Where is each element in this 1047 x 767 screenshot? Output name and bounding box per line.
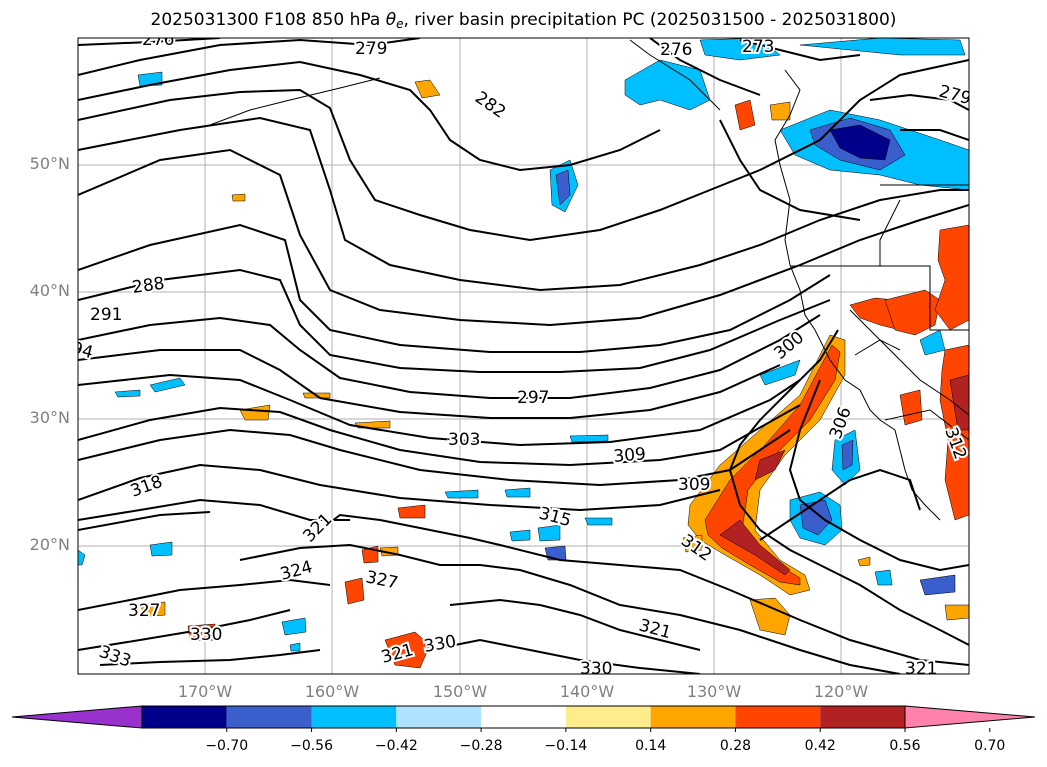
colorbar-tick-label: 0.56 bbox=[889, 738, 921, 754]
colorbar-segment bbox=[650, 706, 736, 728]
lon-label-150w: 150°W bbox=[432, 682, 488, 701]
colorbar-tick-label: 0.14 bbox=[635, 738, 667, 754]
theta-e-contours bbox=[78, 38, 969, 674]
colorbar-segment bbox=[565, 706, 651, 728]
lat-label-20n: 20°N bbox=[29, 535, 70, 554]
colorbar-segment bbox=[142, 706, 227, 728]
lon-label-140w: 140°W bbox=[559, 682, 615, 701]
colorbar-tick-label: −0.42 bbox=[374, 738, 418, 754]
map-frame bbox=[77, 37, 970, 675]
colorbar-extend-high bbox=[904, 705, 1036, 729]
precip-positive bbox=[139, 79, 969, 669]
lon-label-130w: 130°W bbox=[686, 682, 742, 701]
svg-text:321: 321 bbox=[905, 659, 937, 679]
svg-text:276: 276 bbox=[142, 30, 174, 50]
lon-label-170w: 170°W bbox=[177, 682, 233, 701]
colorbar-tick-label: 0.70 bbox=[974, 738, 1006, 754]
precip-negative bbox=[78, 38, 969, 652]
colorbar-segment bbox=[311, 706, 397, 728]
colorbar-tick-label: −0.28 bbox=[459, 738, 503, 754]
coastlines bbox=[179, 39, 969, 521]
lat-label-50n: 50°N bbox=[29, 154, 70, 173]
lon-label-160w: 160°W bbox=[304, 682, 360, 701]
map-title: 2025031300 F108 850 hPa θe, river basin … bbox=[150, 10, 897, 31]
colorbar-tick-label: −0.14 bbox=[544, 738, 588, 754]
svg-text:330: 330 bbox=[190, 625, 222, 645]
svg-text:297: 297 bbox=[517, 388, 549, 408]
lat-label-30n: 30°N bbox=[29, 408, 70, 427]
colorbar-tick-label: −0.70 bbox=[205, 738, 249, 754]
svg-text:309: 309 bbox=[613, 444, 647, 467]
svg-text:309: 309 bbox=[678, 475, 710, 495]
lat-label-40n: 40°N bbox=[29, 281, 70, 300]
svg-text:279: 279 bbox=[355, 39, 387, 59]
svg-text:276: 276 bbox=[660, 40, 692, 60]
colorbar-frame bbox=[141, 705, 906, 729]
colorbar-segment bbox=[820, 706, 905, 728]
colorbar-tick-label: 0.28 bbox=[719, 738, 752, 754]
svg-text:273: 273 bbox=[742, 37, 774, 57]
colorbar-tick-label: −0.56 bbox=[290, 738, 333, 754]
colorbar-segment bbox=[396, 706, 482, 728]
lon-label-120w: 120°W bbox=[813, 682, 869, 701]
colorbar-segment bbox=[481, 706, 566, 728]
svg-text:291: 291 bbox=[90, 305, 122, 325]
colorbar-segment bbox=[735, 706, 821, 728]
svg-text:303: 303 bbox=[448, 430, 480, 450]
colorbar-extend-low bbox=[11, 705, 143, 729]
colorbar-tick-label: 0.42 bbox=[804, 738, 836, 754]
svg-text:327: 327 bbox=[128, 601, 160, 621]
colorbar bbox=[11, 705, 1036, 732]
map-area: 276 279 276 273 279 282 288 291 294 297 … bbox=[78, 30, 969, 679]
svg-text:330: 330 bbox=[580, 659, 612, 679]
colorbar-segment bbox=[226, 706, 312, 728]
